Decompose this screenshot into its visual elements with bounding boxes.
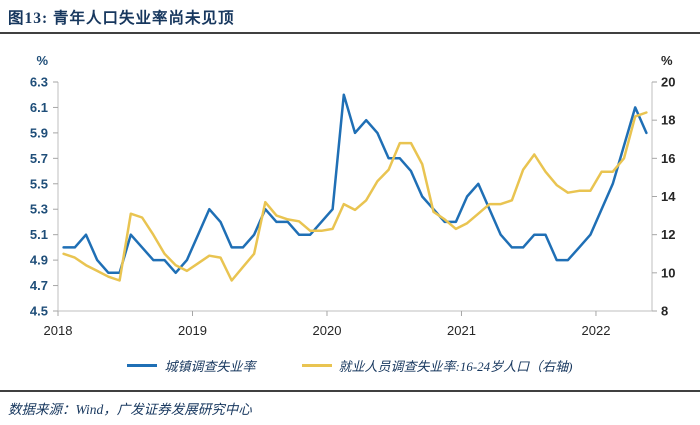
right-axis-unit: % [661, 53, 673, 68]
x-axis-year-label: 2020 [313, 323, 342, 338]
yellow-line-swatch [301, 364, 332, 367]
left-axis-tick-label: 4.5 [30, 304, 48, 319]
x-axis-year-label: 2019 [178, 323, 207, 338]
left-axis-tick-label: 6.3 [30, 75, 48, 90]
legend-item-urban: 城镇调查失业率 [127, 356, 256, 375]
left-axis-tick-label: 5.1 [30, 227, 48, 242]
x-axis-year-label: 2022 [582, 323, 611, 338]
left-axis-tick-label: 5.9 [30, 125, 48, 140]
right-axis-tick-label: 14 [661, 189, 676, 204]
right-axis-tick-label: 8 [661, 304, 668, 319]
x-axis-year-label: 2021 [447, 323, 476, 338]
right-axis-tick-label: 10 [661, 265, 675, 280]
right-axis-tick-label: 20 [661, 75, 675, 90]
left-axis-tick-label: 6.1 [30, 100, 48, 115]
legend-label-youth: 就业人员调查失业率:16-24岁人口（右轴) [338, 359, 573, 374]
tick-marks [53, 81, 657, 316]
left-axis-tick-label: 5.5 [30, 176, 48, 191]
x-axis-year-label: 2018 [44, 323, 73, 338]
left-axis-tick-label: 4.9 [30, 253, 48, 268]
blue-line-swatch [127, 364, 158, 367]
axes [57, 82, 653, 312]
youth-unemployment-line [62, 111, 648, 282]
legend-label-urban: 城镇调查失业率 [164, 359, 256, 374]
right-axis-tick-label: 16 [661, 151, 675, 166]
legend-item-youth: 就业人员调查失业率:16-24岁人口（右轴) [301, 356, 573, 375]
data-source: 数据来源：Wind，广发证券发展研究中心 [8, 402, 252, 417]
title-divider [0, 32, 700, 34]
unemployment-line-chart: 6.36.15.95.75.55.35.14.94.74.52018161412… [30, 53, 676, 338]
urban-unemployment-line [62, 93, 648, 275]
right-axis-tick-label: 12 [661, 227, 675, 242]
axis-labels: 6.36.15.95.75.55.35.14.94.74.52018161412… [30, 53, 676, 338]
chart-legend: 城镇调查失业率 就业人员调查失业率:16-24岁人口（右轴) [0, 356, 700, 375]
left-axis-unit: % [36, 53, 48, 68]
footer-divider [0, 390, 700, 392]
left-axis-tick-label: 5.3 [30, 202, 48, 217]
left-axis-tick-label: 4.7 [30, 278, 48, 293]
figure-title: 图13: 青年人口失业率尚未见顶 [8, 10, 235, 27]
left-axis-tick-label: 5.7 [30, 151, 48, 166]
right-axis-tick-label: 18 [661, 113, 675, 128]
